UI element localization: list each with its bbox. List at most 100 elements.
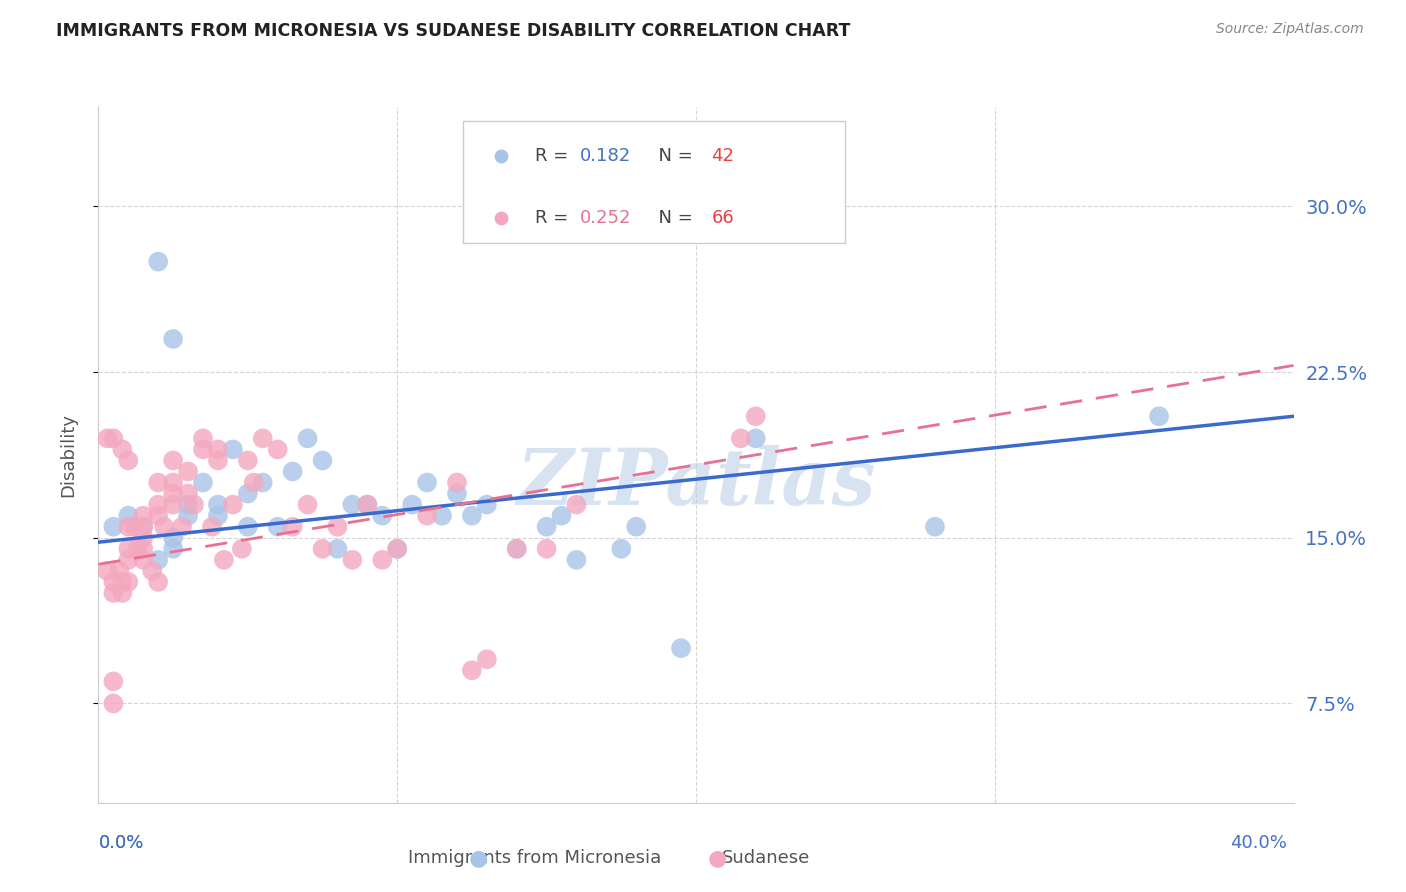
Point	[132, 519, 155, 533]
Text: 40.0%: 40.0%	[1230, 834, 1286, 852]
Point	[132, 531, 155, 545]
Point	[162, 475, 184, 490]
Text: 42: 42	[711, 147, 734, 165]
Point	[132, 541, 155, 556]
Point	[536, 519, 558, 533]
Point	[191, 442, 214, 457]
Text: 0.182: 0.182	[581, 147, 631, 165]
Point	[550, 508, 572, 523]
Point	[132, 508, 155, 523]
Point	[162, 453, 184, 467]
Point	[153, 519, 176, 533]
Point	[148, 553, 170, 567]
Point	[132, 519, 155, 533]
Point	[117, 574, 139, 589]
Text: R =: R =	[534, 210, 574, 227]
Point	[103, 674, 125, 689]
Point	[745, 409, 768, 424]
Point	[117, 553, 139, 567]
Point	[148, 498, 170, 512]
Point	[506, 541, 529, 556]
Point	[177, 465, 200, 479]
Text: ZIPatlas: ZIPatlas	[516, 444, 876, 521]
Point	[252, 475, 274, 490]
Text: 66: 66	[711, 210, 734, 227]
Point	[207, 498, 229, 512]
Text: N =: N =	[647, 210, 699, 227]
Point	[177, 508, 200, 523]
Point	[207, 442, 229, 457]
Point	[236, 486, 259, 500]
Point	[212, 553, 235, 567]
Point	[565, 553, 588, 567]
Point	[222, 442, 245, 457]
Point	[745, 431, 768, 445]
Point	[385, 541, 409, 556]
Point	[117, 508, 139, 523]
Point	[162, 332, 184, 346]
FancyBboxPatch shape	[463, 121, 845, 243]
Point	[124, 519, 146, 533]
Point	[669, 641, 692, 656]
Point	[1147, 409, 1170, 424]
Point	[356, 498, 378, 512]
Point	[326, 519, 349, 533]
Point	[475, 652, 498, 666]
Point	[103, 574, 125, 589]
Point	[281, 519, 304, 533]
Point	[103, 697, 125, 711]
Point	[231, 541, 253, 556]
Point	[236, 453, 259, 467]
Point	[461, 508, 484, 523]
Point	[342, 553, 364, 567]
Point	[132, 553, 155, 567]
Point	[356, 498, 378, 512]
Point	[148, 254, 170, 268]
Point	[401, 498, 423, 512]
Text: Source: ZipAtlas.com: Source: ZipAtlas.com	[1216, 22, 1364, 37]
Point	[117, 541, 139, 556]
Point	[243, 475, 266, 490]
Text: 0.0%: 0.0%	[98, 834, 143, 852]
Point	[111, 442, 134, 457]
Point	[416, 508, 439, 523]
Point	[111, 586, 134, 600]
Text: Sudanese: Sudanese	[723, 849, 810, 867]
Point	[371, 553, 394, 567]
Point	[281, 465, 304, 479]
Point	[148, 475, 170, 490]
Point	[207, 508, 229, 523]
Text: ●: ●	[468, 848, 488, 868]
Point	[96, 564, 118, 578]
Text: IMMIGRANTS FROM MICRONESIA VS SUDANESE DISABILITY CORRELATION CHART: IMMIGRANTS FROM MICRONESIA VS SUDANESE D…	[56, 22, 851, 40]
Text: N =: N =	[647, 147, 699, 165]
Point	[117, 453, 139, 467]
Point	[924, 519, 946, 533]
Point	[183, 498, 205, 512]
Point	[252, 431, 274, 445]
Point	[117, 519, 139, 533]
Point	[326, 541, 349, 556]
Point	[385, 541, 409, 556]
Point	[297, 431, 319, 445]
Point	[536, 541, 558, 556]
Point	[141, 564, 163, 578]
Point	[311, 453, 333, 467]
Point	[342, 498, 364, 512]
Point	[103, 586, 125, 600]
Point	[103, 519, 125, 533]
Point	[127, 541, 149, 556]
Point	[148, 574, 170, 589]
Point	[162, 498, 184, 512]
Point	[371, 508, 394, 523]
Text: ●: ●	[707, 848, 727, 868]
Point	[565, 498, 588, 512]
Point	[162, 531, 184, 545]
Text: Immigrants from Micronesia: Immigrants from Micronesia	[408, 849, 661, 867]
Point	[446, 486, 468, 500]
Point	[430, 508, 453, 523]
Y-axis label: Disability: Disability	[59, 413, 77, 497]
Point	[177, 486, 200, 500]
Text: 0.0%: 0.0%	[98, 834, 143, 852]
Point	[103, 431, 125, 445]
